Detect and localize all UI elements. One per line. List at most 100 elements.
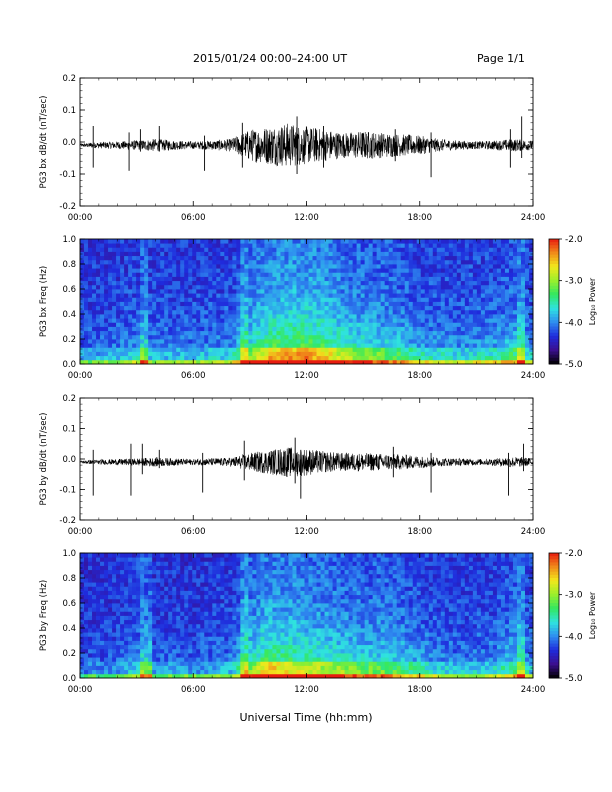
spectrogram-cell — [100, 669, 105, 675]
spectrogram-cell — [392, 343, 398, 348]
spectrogram-cell — [308, 247, 313, 252]
spectrogram-cell — [256, 301, 261, 307]
spectrogram-cell — [124, 351, 129, 357]
spectrogram-cell — [504, 314, 510, 319]
spectrogram-cell — [80, 239, 85, 244]
spectrogram-cell — [176, 259, 181, 265]
spectrogram-cell — [88, 314, 93, 319]
spectrogram-cell — [440, 339, 446, 344]
spectrogram-cell — [216, 657, 221, 662]
spectrogram-cell — [468, 347, 474, 352]
spectrogram-cell — [148, 623, 153, 629]
spectrogram-cell — [436, 239, 442, 244]
spectrogram-cell — [500, 297, 506, 302]
spectrogram-cell — [316, 255, 321, 261]
spectrogram-cell — [88, 264, 93, 269]
spectrogram-cell — [176, 355, 181, 361]
spectrogram-cell — [524, 268, 530, 273]
spectrogram-cell — [320, 322, 325, 327]
spectrogram-cell — [436, 322, 442, 327]
spectrogram-cell — [332, 243, 337, 248]
spectrogram-cell — [200, 607, 205, 612]
spectrogram-cell — [152, 239, 157, 244]
spectrogram-cell — [140, 305, 145, 311]
spectrogram-cell — [192, 268, 197, 273]
spectrogram-cell — [404, 297, 410, 302]
spectrogram-cell — [160, 565, 165, 571]
spectrogram-cell — [188, 239, 193, 244]
spectrogram-cell — [132, 309, 137, 315]
spectrogram-cell — [192, 318, 197, 323]
spectrogram-cell — [104, 347, 109, 352]
spectrogram-cell — [112, 590, 117, 596]
spectrogram-cell — [204, 347, 209, 352]
spectrogram-cell — [444, 326, 450, 332]
spectrogram-cell — [308, 297, 313, 302]
spectrogram-cell — [524, 355, 530, 361]
spectrogram-cell — [224, 619, 229, 625]
spectrogram-cell — [168, 351, 173, 357]
spectrogram-cell — [164, 607, 169, 612]
spectrogram-cell — [480, 322, 486, 327]
spectrogram-cell — [160, 359, 165, 365]
spectrogram-cell — [524, 255, 530, 261]
spectrogram-cell — [488, 239, 494, 244]
spectrogram-cell — [496, 293, 502, 298]
spectrogram-cell — [204, 355, 209, 361]
spectrogram-cell — [176, 557, 181, 562]
spectrogram-cell — [144, 561, 149, 566]
spectrogram-cell — [128, 276, 133, 282]
spectrogram-cell — [252, 339, 257, 344]
spectrogram-cell — [156, 289, 161, 294]
spectrogram-cell — [164, 648, 169, 654]
spectrogram-cell — [132, 326, 137, 332]
spectrogram-cell — [116, 314, 121, 319]
spectrogram-cell — [200, 565, 205, 571]
spectrogram-cell — [236, 343, 241, 348]
spectrogram-cell — [200, 569, 205, 575]
spectrogram-cell — [492, 326, 498, 332]
spectrogram-cell — [248, 259, 253, 265]
spectrogram-cell — [180, 565, 185, 571]
spectrogram-cell — [448, 330, 454, 336]
spectrogram-cell — [292, 309, 297, 315]
spectrogram-cell — [460, 276, 466, 282]
spectrogram-cell — [208, 565, 213, 571]
spectrogram-cell — [492, 259, 498, 265]
spectrogram-cell — [152, 272, 157, 277]
spectrogram-cell — [308, 272, 313, 277]
spectrogram-cell — [292, 351, 297, 357]
spectrogram-cell — [332, 326, 337, 332]
spectrogram-cell — [180, 239, 185, 244]
spectrogram-cell — [276, 268, 281, 273]
spectrogram-cell — [84, 640, 89, 646]
spectrogram-cell — [316, 322, 321, 327]
spectrogram-cell — [124, 590, 129, 596]
spectrogram-cell — [308, 326, 313, 332]
spectrogram-cell — [396, 305, 402, 311]
spectrogram-cell — [220, 669, 225, 675]
spectrogram-cell — [448, 301, 454, 307]
spectrogram-cell — [120, 334, 125, 340]
spectrogram-cell — [152, 636, 157, 641]
spectrogram-cell — [512, 318, 518, 323]
spectrogram-cell — [164, 318, 169, 323]
colorbar-segment — [549, 279, 559, 284]
colorbar-segment — [549, 270, 559, 274]
spectrogram-cell — [144, 293, 149, 298]
spectrogram-cell — [144, 565, 149, 571]
colorbar-segment — [549, 360, 559, 365]
spectrogram-cell — [148, 239, 153, 244]
spectrogram-cell — [316, 301, 321, 307]
spectrogram-cell — [148, 636, 153, 641]
spectrogram-cell — [168, 594, 173, 600]
spectrogram-cell — [480, 330, 486, 336]
spectrogram-cell — [152, 553, 157, 558]
spectrogram-cell — [160, 603, 165, 608]
spectrogram-cell — [108, 330, 113, 336]
spectrogram-cell — [404, 272, 410, 277]
spectrogram-cell — [200, 669, 205, 675]
y-tick-label: 0.2 — [62, 74, 76, 84]
spectrogram-cell — [380, 326, 386, 332]
spectrogram-cell — [160, 293, 165, 298]
